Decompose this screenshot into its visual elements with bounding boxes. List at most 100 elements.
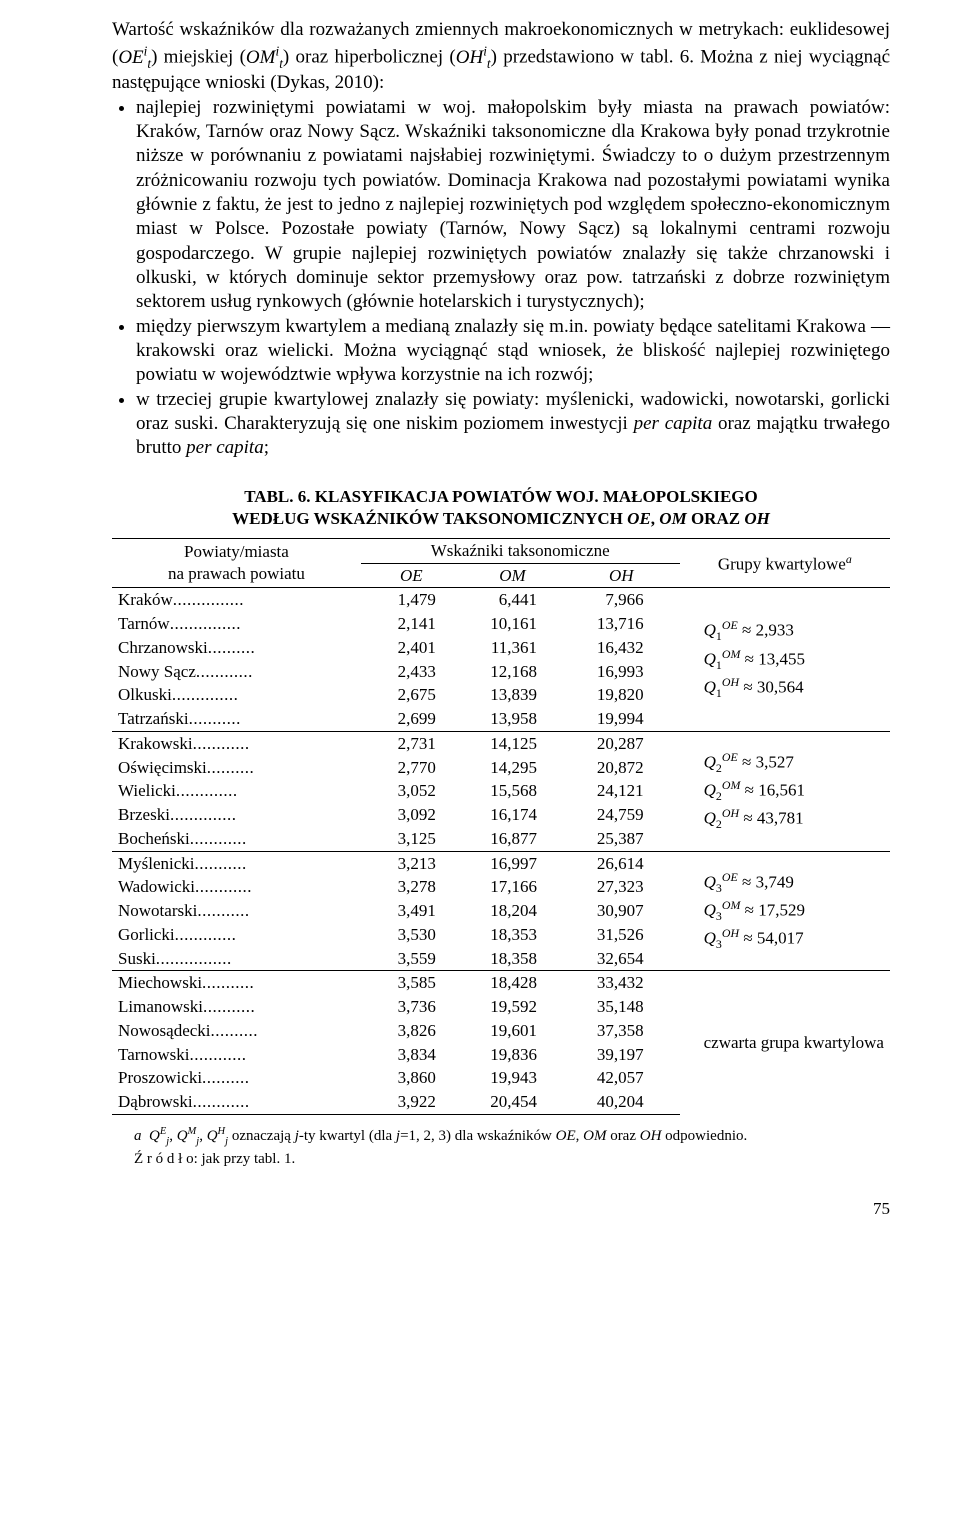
cell-oh: 33,432 xyxy=(563,971,680,995)
bullet-list: najlepiej rozwiniętymi powiatami w woj. … xyxy=(112,96,890,461)
cell-oh: 16,993 xyxy=(563,660,680,684)
cell-oh: 19,820 xyxy=(563,683,680,707)
cell-oh: 35,148 xyxy=(563,995,680,1019)
col-header-grupy: Grupy kwartylowea xyxy=(680,538,890,588)
cell-om: 12,168 xyxy=(462,660,563,684)
cell-om: 16,877 xyxy=(462,827,563,851)
cell-om: 11,361 xyxy=(462,636,563,660)
data-table: Powiaty/miastana prawach powiatu Wskaźni… xyxy=(112,538,890,1115)
row-name: Oświęcimski .......... xyxy=(112,756,361,780)
row-name: Krakowski ............ xyxy=(112,731,361,755)
cell-om: 14,125 xyxy=(462,731,563,755)
bullet-item-1: najlepiej rozwiniętymi powiatami w woj. … xyxy=(136,96,890,315)
cell-oh: 19,994 xyxy=(563,707,680,731)
row-name: Limanowski ........... xyxy=(112,995,361,1019)
cell-oe: 3,092 xyxy=(361,803,462,827)
row-name: Bocheński ............ xyxy=(112,827,361,851)
cell-om: 19,601 xyxy=(462,1019,563,1043)
cell-om: 14,295 xyxy=(462,756,563,780)
cell-om: 18,204 xyxy=(462,899,563,923)
row-name: Dąbrowski ............ xyxy=(112,1090,361,1114)
bullet-item-3: w trzeciej grupie kwartylowej znalazły s… xyxy=(136,388,890,461)
cell-oh: 42,057 xyxy=(563,1066,680,1090)
cell-oh: 26,614 xyxy=(563,851,680,875)
source-line: Ź r ó d ł o: jak przy tabl. 1. xyxy=(112,1150,890,1169)
cell-oh: 24,121 xyxy=(563,779,680,803)
row-name: Kraków ............... xyxy=(112,588,361,612)
intro-paragraph: Wartość wskaźników dla rozważanych zmien… xyxy=(112,18,890,96)
cell-oe: 3,278 xyxy=(361,875,462,899)
cell-om: 15,568 xyxy=(462,779,563,803)
row-name: Myślenicki ........... xyxy=(112,851,361,875)
cell-oh: 30,907 xyxy=(563,899,680,923)
cell-om: 18,353 xyxy=(462,923,563,947)
cell-oh: 37,358 xyxy=(563,1019,680,1043)
cell-oe: 2,433 xyxy=(361,660,462,684)
cell-om: 10,161 xyxy=(462,612,563,636)
row-name: Brzeski .............. xyxy=(112,803,361,827)
quartile-group: Q2OE ≈ 3,527Q2OM ≈ 16,561Q2OH ≈ 43,781 xyxy=(680,731,890,851)
row-name: Tatrzański ........... xyxy=(112,707,361,731)
cell-oe: 3,860 xyxy=(361,1066,462,1090)
cell-oh: 24,759 xyxy=(563,803,680,827)
cell-oh: 20,872 xyxy=(563,756,680,780)
cell-oh: 39,197 xyxy=(563,1043,680,1067)
cell-om: 19,592 xyxy=(462,995,563,1019)
cell-om: 13,958 xyxy=(462,707,563,731)
cell-om: 6,441 xyxy=(462,588,563,612)
cell-om: 19,836 xyxy=(462,1043,563,1067)
cell-oh: 27,323 xyxy=(563,875,680,899)
cell-oe: 2,675 xyxy=(361,683,462,707)
cell-om: 20,454 xyxy=(462,1090,563,1114)
cell-oe: 2,731 xyxy=(361,731,462,755)
cell-oe: 1,479 xyxy=(361,588,462,612)
cell-oe: 3,125 xyxy=(361,827,462,851)
col-sub-oh: OH xyxy=(563,563,680,588)
page-number: 75 xyxy=(112,1198,890,1220)
cell-oh: 16,432 xyxy=(563,636,680,660)
cell-oh: 25,387 xyxy=(563,827,680,851)
cell-oh: 40,204 xyxy=(563,1090,680,1114)
row-name: Suski ................ xyxy=(112,947,361,971)
cell-om: 18,358 xyxy=(462,947,563,971)
row-name: Olkuski .............. xyxy=(112,683,361,707)
row-name: Tarnów ............... xyxy=(112,612,361,636)
cell-om: 13,839 xyxy=(462,683,563,707)
bullet-item-2: między pierwszym kwartylem a medianą zna… xyxy=(136,315,890,388)
cell-oe: 3,052 xyxy=(361,779,462,803)
row-name: Chrzanowski .......... xyxy=(112,636,361,660)
cell-oh: 32,654 xyxy=(563,947,680,971)
col-header-wskazniki: Wskaźniki taksonomiczne xyxy=(361,538,680,563)
col-header-powiaty: Powiaty/miastana prawach powiatu xyxy=(112,538,361,588)
cell-om: 18,428 xyxy=(462,971,563,995)
row-name: Gorlicki ............. xyxy=(112,923,361,947)
cell-oe: 3,530 xyxy=(361,923,462,947)
cell-oh: 31,526 xyxy=(563,923,680,947)
quartile-group: Q3OE ≈ 3,749Q3OM ≈ 17,529Q3OH ≈ 54,017 xyxy=(680,851,890,971)
cell-oh: 13,716 xyxy=(563,612,680,636)
cell-oe: 3,585 xyxy=(361,971,462,995)
cell-oe: 3,922 xyxy=(361,1090,462,1114)
cell-oh: 20,287 xyxy=(563,731,680,755)
cell-oe: 3,736 xyxy=(361,995,462,1019)
quartile-group: czwarta grupa kwartylowa xyxy=(680,971,890,1115)
footnote: a QEj, QMj, QHj oznaczają j-ty kwartyl (… xyxy=(112,1125,890,1148)
col-sub-oe: OE xyxy=(361,563,462,588)
cell-oe: 3,826 xyxy=(361,1019,462,1043)
row-name: Wadowicki ............ xyxy=(112,875,361,899)
row-name: Tarnowski ............ xyxy=(112,1043,361,1067)
cell-oh: 7,966 xyxy=(563,588,680,612)
row-name: Nowosądecki .......... xyxy=(112,1019,361,1043)
cell-oe: 2,770 xyxy=(361,756,462,780)
cell-oe: 2,699 xyxy=(361,707,462,731)
cell-om: 19,943 xyxy=(462,1066,563,1090)
quartile-group: Q1OE ≈ 2,933Q1OM ≈ 13,455Q1OH ≈ 30,564 xyxy=(680,588,890,732)
col-sub-om: OM xyxy=(462,563,563,588)
cell-oe: 3,213 xyxy=(361,851,462,875)
table-body: Kraków ...............1,4796,4417,966Q1O… xyxy=(112,588,890,1115)
cell-oe: 2,401 xyxy=(361,636,462,660)
cell-oe: 2,141 xyxy=(361,612,462,636)
cell-om: 17,166 xyxy=(462,875,563,899)
table-caption: TABL. 6. KLASYFIKACJA POWIATÓW WOJ. MAŁO… xyxy=(112,486,890,530)
row-name: Wielicki ............. xyxy=(112,779,361,803)
